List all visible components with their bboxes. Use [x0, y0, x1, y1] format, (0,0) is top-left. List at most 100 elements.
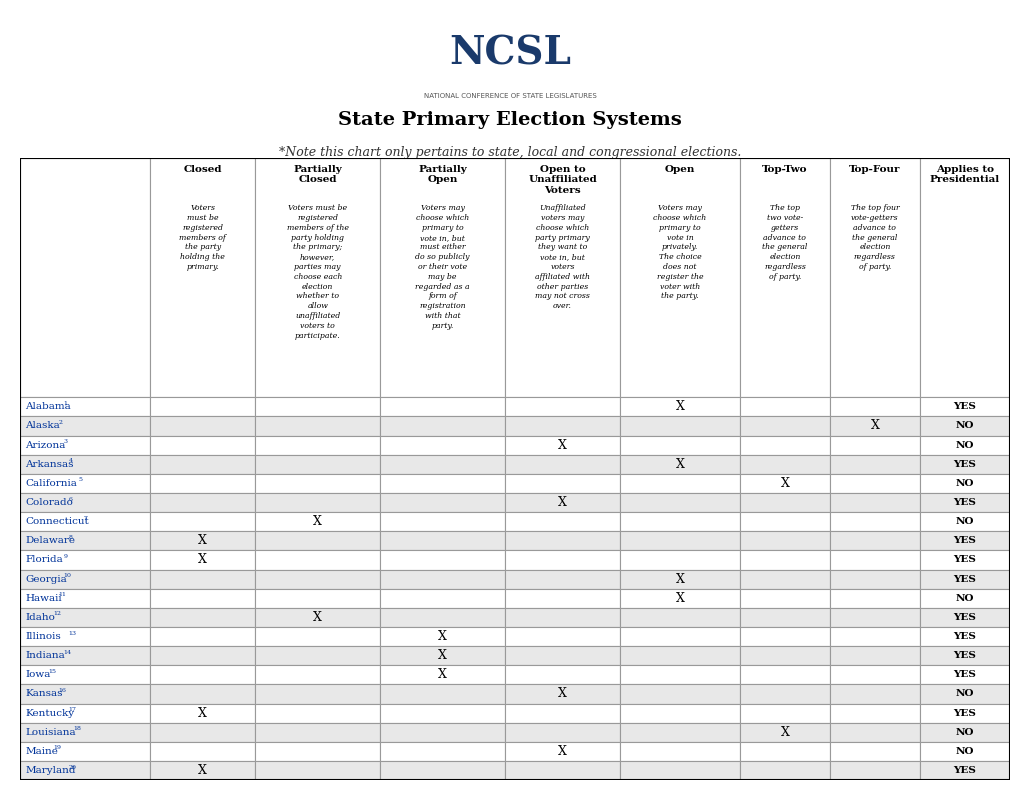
Bar: [919, 589, 1009, 608]
Bar: [504, 761, 620, 780]
Bar: [380, 608, 504, 627]
Bar: [739, 608, 829, 627]
Text: X: X: [438, 649, 446, 662]
Bar: [380, 416, 504, 436]
Bar: [20, 512, 150, 531]
Text: NO: NO: [955, 517, 973, 526]
Bar: [620, 474, 739, 493]
Bar: [504, 704, 620, 723]
Text: California: California: [25, 479, 77, 488]
Bar: [620, 665, 739, 685]
Bar: [20, 397, 150, 416]
Bar: [829, 158, 919, 397]
Bar: [20, 665, 150, 685]
Text: X: X: [675, 592, 684, 604]
Bar: [919, 742, 1009, 761]
Bar: [829, 589, 919, 608]
Bar: [829, 436, 919, 455]
Bar: [504, 397, 620, 416]
Bar: [620, 761, 739, 780]
Bar: [504, 589, 620, 608]
Bar: [150, 608, 255, 627]
Bar: [739, 416, 829, 436]
Bar: [20, 742, 150, 761]
Text: Alaska: Alaska: [25, 422, 60, 430]
Bar: [255, 608, 380, 627]
Bar: [150, 761, 255, 780]
Text: Indiana: Indiana: [25, 651, 65, 660]
Text: Open to
Unaffiliated
Voters: Open to Unaffiliated Voters: [528, 165, 596, 195]
Bar: [150, 512, 255, 531]
Text: X: X: [313, 515, 322, 528]
Bar: [380, 512, 504, 531]
Bar: [620, 436, 739, 455]
Text: 9: 9: [63, 554, 67, 559]
Text: X: X: [438, 630, 446, 643]
Bar: [919, 627, 1009, 646]
Bar: [380, 627, 504, 646]
Bar: [150, 455, 255, 474]
Bar: [255, 589, 380, 608]
Text: YES: YES: [953, 766, 975, 775]
Text: Arkansas: Arkansas: [25, 459, 73, 469]
Bar: [620, 493, 739, 512]
Text: YES: YES: [953, 537, 975, 545]
Bar: [20, 761, 150, 780]
Bar: [150, 550, 255, 570]
Text: X: X: [675, 573, 684, 585]
Bar: [620, 158, 739, 397]
Bar: [620, 608, 739, 627]
Text: Top-Four: Top-Four: [848, 165, 900, 174]
Text: 4: 4: [68, 459, 72, 463]
Bar: [739, 397, 829, 416]
Bar: [255, 397, 380, 416]
Bar: [504, 436, 620, 455]
Bar: [620, 550, 739, 570]
Bar: [20, 608, 150, 627]
Text: Unaffiliated
voters may
choose which
party primary
they want to
vote in, but
vot: Unaffiliated voters may choose which par…: [535, 204, 590, 310]
Bar: [919, 550, 1009, 570]
Bar: [919, 570, 1009, 589]
Bar: [829, 455, 919, 474]
Bar: [380, 436, 504, 455]
Bar: [620, 531, 739, 550]
Text: 3: 3: [63, 439, 67, 444]
Text: X: X: [313, 611, 322, 624]
Bar: [255, 493, 380, 512]
Bar: [919, 646, 1009, 665]
Text: NO: NO: [955, 747, 973, 756]
Bar: [150, 627, 255, 646]
Bar: [150, 493, 255, 512]
Text: X: X: [557, 439, 567, 452]
Bar: [504, 665, 620, 685]
Text: NATIONAL CONFERENCE OF STATE LEGISLATURES: NATIONAL CONFERENCE OF STATE LEGISLATURE…: [423, 93, 596, 99]
Text: Delaware: Delaware: [25, 537, 75, 545]
Text: NO: NO: [955, 594, 973, 603]
Text: 14: 14: [63, 650, 71, 655]
Bar: [150, 474, 255, 493]
Bar: [739, 665, 829, 685]
Bar: [829, 416, 919, 436]
Text: YES: YES: [953, 651, 975, 660]
Bar: [150, 742, 255, 761]
Bar: [620, 627, 739, 646]
Text: Voters must be
registered
members of the
party holding
the primary;
however,
par: Voters must be registered members of the…: [286, 204, 348, 340]
Bar: [150, 685, 255, 704]
Bar: [20, 723, 150, 742]
Bar: [255, 761, 380, 780]
Bar: [150, 436, 255, 455]
Text: Top-Two: Top-Two: [761, 165, 807, 174]
Bar: [829, 512, 919, 531]
Bar: [829, 531, 919, 550]
Bar: [504, 416, 620, 436]
Bar: [380, 158, 504, 397]
Text: Connecticut: Connecticut: [25, 517, 89, 526]
Text: Open: Open: [664, 165, 695, 174]
Text: NO: NO: [955, 479, 973, 488]
Bar: [829, 550, 919, 570]
Bar: [620, 742, 739, 761]
Text: X: X: [438, 668, 446, 682]
Text: 8: 8: [68, 535, 72, 540]
Bar: [150, 704, 255, 723]
Text: 18: 18: [73, 727, 82, 731]
